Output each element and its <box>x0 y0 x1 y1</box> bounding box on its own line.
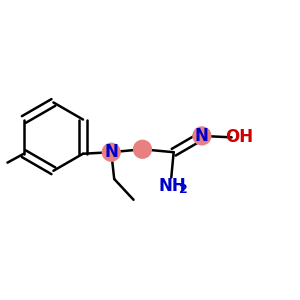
Text: NH: NH <box>159 177 187 195</box>
Text: N: N <box>104 143 118 161</box>
Circle shape <box>102 143 120 161</box>
Text: 2: 2 <box>179 184 188 196</box>
Circle shape <box>134 140 152 158</box>
Text: N: N <box>195 127 209 145</box>
Circle shape <box>193 127 211 145</box>
Text: OH: OH <box>225 128 253 146</box>
